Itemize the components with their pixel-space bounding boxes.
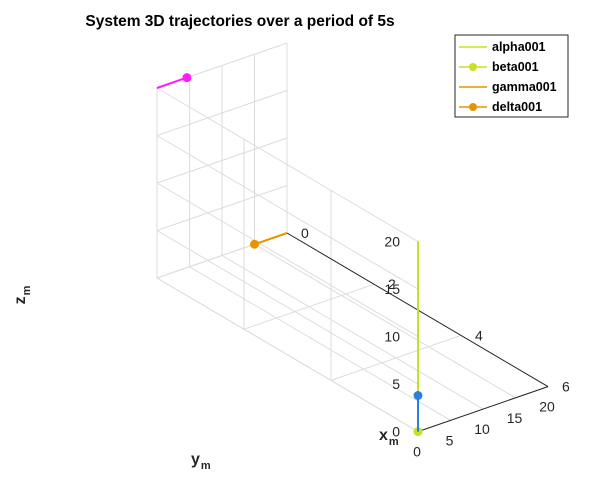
- legend-label-delta001: delta001: [492, 100, 542, 114]
- series-line-gamma001: [254, 232, 288, 246]
- grid-line: [156, 135, 419, 290]
- grid-line: [156, 230, 419, 385]
- grid-line: [156, 90, 288, 136]
- y-tick-label: 10: [474, 421, 490, 437]
- y-tick-label: 20: [539, 399, 555, 415]
- grid-line: [254, 243, 516, 399]
- legend-marker-beta001: [469, 63, 477, 71]
- x-tick-labels: 0 2 4 6: [301, 225, 570, 395]
- series-marker-gamma001: [250, 239, 259, 249]
- legend-label-gamma001: gamma001: [492, 80, 557, 94]
- z-axis-label-subscript: m: [21, 285, 33, 295]
- x-tick-label: 2: [388, 276, 396, 292]
- z-tick-label: 5: [392, 376, 400, 392]
- series-marker-delta001: [413, 391, 423, 400]
- x-axis-label-subscript: m: [389, 436, 399, 448]
- grid-line: [221, 255, 484, 410]
- x-tick-label: 0: [301, 225, 309, 241]
- grid-line: [189, 266, 451, 421]
- x-tick-label: 4: [475, 327, 483, 343]
- grid-line: [156, 137, 288, 184]
- z-tick-label: 15: [384, 281, 400, 297]
- y-tick-label: 5: [446, 432, 454, 448]
- legend-label-beta001: beta001: [492, 60, 539, 74]
- grid-line: [156, 87, 419, 243]
- series-marker-beta001: [182, 73, 192, 83]
- z-tick-label: 0: [392, 424, 400, 440]
- data-series: [156, 73, 423, 437]
- series-line-beta001: [156, 76, 188, 89]
- legend: alpha001 beta001 gamma001 delta001: [454, 34, 569, 118]
- y-axis-line: [417, 386, 549, 433]
- z-tick-label: 20: [384, 234, 400, 250]
- y-axis-label-subscript: m: [201, 460, 211, 472]
- x-tick-label: 6: [562, 379, 570, 395]
- y-tick-label: 15: [507, 410, 523, 426]
- z-tick-labels: 0 5 10 15 20: [384, 234, 400, 440]
- y-tick-label: 0: [413, 444, 421, 460]
- grid-line: [156, 182, 419, 338]
- z-tick-label: 10: [384, 329, 400, 345]
- y-tick-labels: 0 5 10 15 20: [413, 399, 555, 460]
- chart-title: System 3D trajectories over a period of …: [85, 13, 394, 30]
- legend-marker-delta001: [469, 103, 477, 111]
- grid-line: [156, 185, 288, 231]
- legend-label-alpha001: alpha001: [492, 40, 546, 54]
- grid-line: [156, 277, 419, 433]
